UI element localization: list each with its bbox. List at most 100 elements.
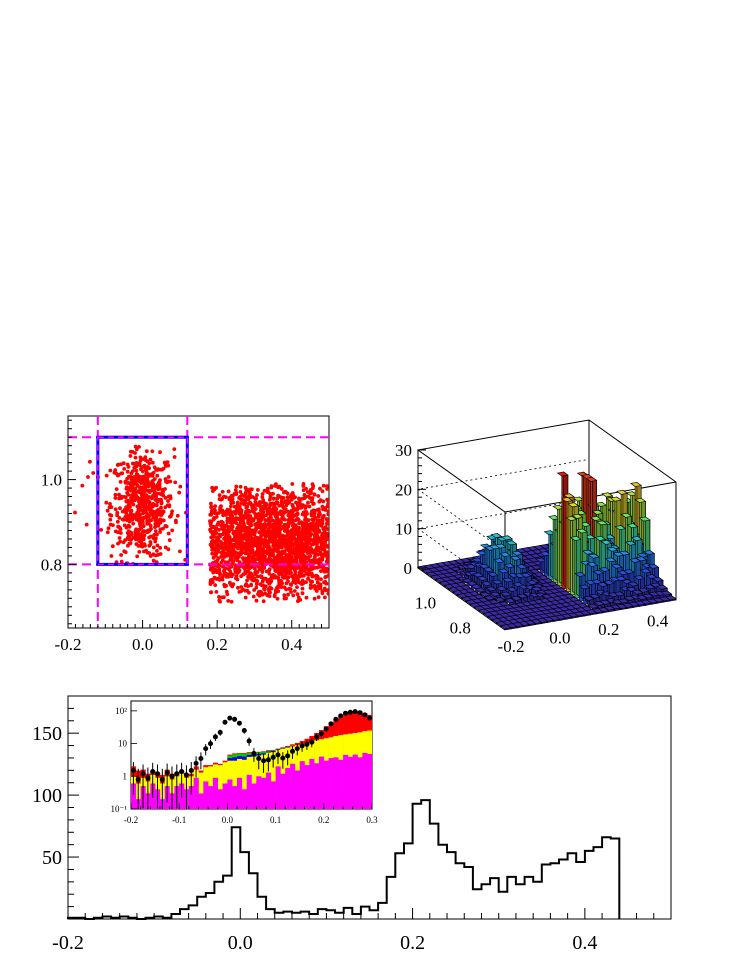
scatter-point: [305, 511, 309, 516]
scatter-point: [144, 497, 149, 502]
scatter-point: [318, 582, 323, 587]
scatter-point: [254, 598, 259, 603]
inset-bar-magenta: [246, 774, 252, 809]
scatter-point: [125, 485, 129, 489]
scatter-point: [271, 496, 276, 501]
scatter-point: [265, 593, 270, 598]
lego-bar-top: [597, 607, 610, 613]
scatter-point: [153, 509, 158, 514]
scatter-point: [117, 492, 121, 497]
scatter-point: [236, 523, 241, 528]
scatter-point: [312, 492, 317, 497]
lego-bar-top: [596, 582, 609, 587]
scatter-point: [214, 590, 219, 594]
scatter-point: [153, 525, 157, 529]
scatter-point: [285, 576, 289, 580]
scatter-point: [158, 450, 162, 455]
scatter-point: [250, 509, 255, 513]
scatter-point: [151, 545, 156, 550]
scatter-point: [220, 527, 225, 531]
scatter-point: [142, 488, 147, 493]
lego-bar-top: [615, 576, 628, 581]
scatter-point: [232, 504, 237, 509]
scatter-point: [125, 531, 130, 535]
scatter-point: [233, 567, 238, 572]
scatter-point: [117, 516, 122, 520]
scatter-point: [280, 559, 285, 564]
inset-bar-magenta: [270, 781, 276, 809]
lego-bar-top: [504, 598, 517, 604]
scatter-point: [286, 570, 291, 574]
scatter-point: [131, 489, 136, 493]
scatter-point: [149, 527, 153, 531]
scatter-point: [269, 515, 273, 520]
scatter-point: [217, 532, 222, 537]
scatter-point: [274, 564, 279, 568]
scatter-point: [113, 468, 118, 472]
inset-x-tick-label: 0.2: [318, 815, 329, 825]
inset-bar-magenta: [367, 754, 372, 809]
scatter-point: [266, 587, 271, 592]
scatter-point: [131, 482, 136, 486]
scatter-point: [234, 537, 239, 542]
scatter-point: [254, 501, 258, 506]
inset-bar-magenta: [188, 786, 194, 809]
scatter-point: [271, 502, 276, 506]
lego-z-tick-label: 30: [395, 441, 412, 460]
scatter-point: [211, 530, 216, 535]
scatter-point: [122, 549, 127, 554]
scatter-point: [163, 496, 168, 500]
scatter-point: [313, 549, 318, 554]
scatter-point: [321, 566, 326, 571]
scatter-point: [233, 550, 237, 555]
scatter-point: [241, 519, 245, 523]
scatter-point: [136, 535, 141, 540]
inset-x-tick-label: -0.1: [172, 815, 186, 825]
scatter-point: [229, 513, 234, 518]
scatter-point: [152, 533, 157, 537]
scatter-point: [152, 502, 157, 507]
scatter-point: [255, 493, 259, 497]
scatter-point: [256, 524, 261, 528]
inset-data-point: [357, 710, 363, 716]
lego-bar-top: [470, 584, 483, 590]
scatter-point: [234, 484, 239, 489]
scatter-point: [166, 479, 170, 484]
scatter-point: [320, 591, 325, 596]
lego-bar-top: [476, 576, 489, 581]
scatter-point: [297, 521, 301, 526]
scatter-point: [282, 569, 286, 574]
scatter-point: [141, 524, 146, 528]
scatter-point: [318, 552, 323, 556]
scatter-point: [259, 574, 264, 579]
inset-data-point: [203, 746, 209, 752]
scatter-point: [298, 567, 303, 572]
scatter-point: [165, 460, 170, 464]
scatter-point: [297, 551, 301, 555]
scatter-point: [223, 513, 228, 517]
scatter-point: [232, 529, 237, 534]
scatter-point: [277, 484, 282, 489]
scatter-point: [296, 595, 301, 600]
scatter-point: [325, 518, 329, 522]
scatter-point: [155, 532, 159, 537]
lego-bar-top: [587, 603, 600, 609]
scatter-point: [289, 583, 294, 587]
inset-data-point: [208, 741, 213, 747]
scatter-point: [208, 528, 213, 532]
lego-x-tick-label: 0.2: [598, 620, 619, 639]
scatter-point: [239, 501, 244, 506]
scatter-point: [308, 558, 312, 563]
scatter-point: [261, 552, 265, 556]
scatter-point: [258, 546, 263, 551]
scatter-point: [115, 473, 120, 478]
scatter-frame: [67, 415, 330, 629]
scatter-point: [158, 520, 163, 525]
scatter-point: [174, 520, 178, 525]
scatter-point: [220, 520, 225, 525]
scatter-point: [293, 532, 298, 537]
scatter-point: [284, 581, 289, 586]
scatter-point: [166, 531, 171, 536]
scatter-point: [109, 554, 114, 558]
scatter-point: [323, 575, 328, 580]
